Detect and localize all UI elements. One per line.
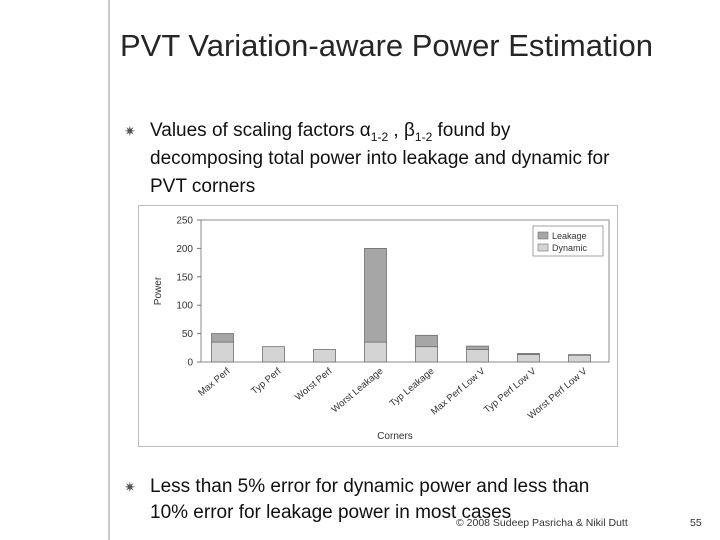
bar-leakage xyxy=(211,333,234,343)
x-tick-label: Max Perf xyxy=(196,366,232,399)
bar-dynamic xyxy=(568,354,591,363)
x-tick-label: Typ Perf xyxy=(249,366,283,397)
chart-figure: 0 50 100 150 200 250 Power Max Perf Typ Perf Wors… xyxy=(138,205,618,447)
bar-dynamic xyxy=(415,346,438,363)
legend-label: Leakage xyxy=(552,231,587,241)
bar-dynamic xyxy=(262,346,285,363)
bar-dynamic xyxy=(517,354,540,363)
bar-leakage xyxy=(466,345,489,350)
x-axis-label: Corners xyxy=(377,431,413,442)
legend-swatch xyxy=(537,231,549,240)
bullet-2-line-1: Less than 5% error for dynamic power and… xyxy=(150,476,590,497)
footer-copyright: © 2008 Sudeep Pasricha & Nikil Dutt xyxy=(456,517,628,529)
bullet-marker-icon: ✷ xyxy=(124,123,136,139)
bar-dynamic xyxy=(211,341,234,363)
y-axis-label: Power xyxy=(153,276,164,305)
bar-dynamic xyxy=(466,349,489,363)
page-number: 55 xyxy=(690,517,702,529)
x-tick-label: Worst Leakage xyxy=(330,366,386,415)
legend-label: Dynamic xyxy=(552,243,588,253)
x-tick-label: Worst Perf xyxy=(293,366,335,403)
slide-divider-line xyxy=(108,0,110,540)
y-tick-label: 100 xyxy=(176,301,193,312)
bar-leakage xyxy=(568,354,591,356)
bar-dynamic xyxy=(313,349,336,363)
bullet-marker-icon: ✷ xyxy=(124,479,136,495)
legend-swatch xyxy=(537,243,549,252)
y-tick-label: 200 xyxy=(176,244,193,255)
x-tick-label: Max Perf Low V xyxy=(429,365,488,417)
y-tick-label: 0 xyxy=(187,358,193,369)
bar-leakage xyxy=(415,334,438,348)
power-chart: 0 50 100 150 200 250 Power Max Perf Typ Perf Wors… xyxy=(153,216,610,442)
y-tick-label: 250 xyxy=(176,216,193,227)
slide-title: PVT Variation-aware Power Estimation xyxy=(120,28,653,63)
bullet-2-line-2: 10% error for leakage power in most case… xyxy=(150,502,512,523)
bar-dynamic xyxy=(364,341,387,363)
bar-leakage xyxy=(517,353,540,356)
y-tick-label: 150 xyxy=(176,272,193,283)
bullet-1-line-1: Values of scaling factors α1-2 , β1-2 fo… xyxy=(150,120,511,144)
x-tick-label: Typ Leakage xyxy=(388,366,437,409)
bar-leakage xyxy=(364,248,387,343)
y-tick-label: 50 xyxy=(182,329,194,340)
x-tick-label: Typ Perf Low V xyxy=(482,365,539,415)
bullet-1-line-3: PVT corners xyxy=(150,176,256,197)
bullet-1-line-2: decomposing total power into leakage and… xyxy=(150,148,610,169)
